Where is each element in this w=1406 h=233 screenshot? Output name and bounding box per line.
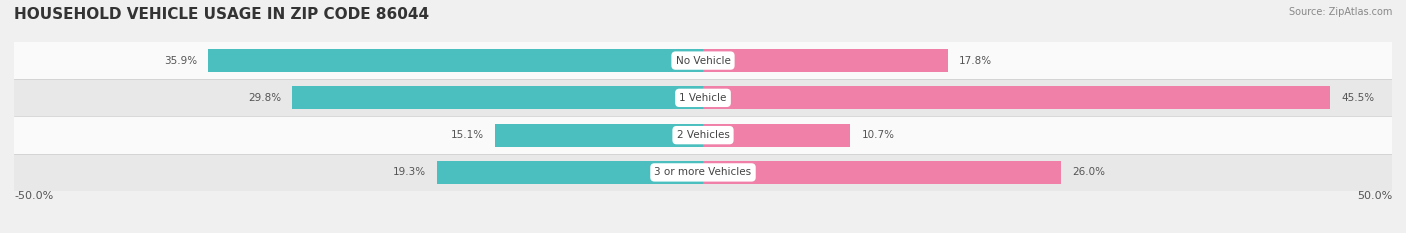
Text: 3 or more Vehicles: 3 or more Vehicles xyxy=(654,168,752,177)
Bar xyxy=(703,86,1330,110)
Text: No Vehicle: No Vehicle xyxy=(675,56,731,65)
Text: -50.0%: -50.0% xyxy=(14,191,53,201)
Bar xyxy=(14,42,1392,79)
Bar xyxy=(437,161,703,184)
Text: 50.0%: 50.0% xyxy=(1357,191,1392,201)
Text: 19.3%: 19.3% xyxy=(392,168,426,177)
Bar xyxy=(703,123,851,147)
Text: 17.8%: 17.8% xyxy=(959,56,993,65)
Text: 10.7%: 10.7% xyxy=(862,130,894,140)
Bar xyxy=(14,154,1392,191)
Text: 2 Vehicles: 2 Vehicles xyxy=(676,130,730,140)
Text: 1 Vehicle: 1 Vehicle xyxy=(679,93,727,103)
Bar xyxy=(703,161,1062,184)
Bar xyxy=(292,86,703,110)
Text: 15.1%: 15.1% xyxy=(451,130,484,140)
Bar xyxy=(208,49,703,72)
Bar xyxy=(703,49,948,72)
Bar xyxy=(14,116,1392,154)
Text: 35.9%: 35.9% xyxy=(165,56,197,65)
Text: 45.5%: 45.5% xyxy=(1341,93,1374,103)
Text: 29.8%: 29.8% xyxy=(249,93,281,103)
Bar xyxy=(14,79,1392,116)
Text: 26.0%: 26.0% xyxy=(1073,168,1105,177)
Bar xyxy=(495,123,703,147)
Text: Source: ZipAtlas.com: Source: ZipAtlas.com xyxy=(1288,7,1392,17)
Text: HOUSEHOLD VEHICLE USAGE IN ZIP CODE 86044: HOUSEHOLD VEHICLE USAGE IN ZIP CODE 8604… xyxy=(14,7,429,22)
